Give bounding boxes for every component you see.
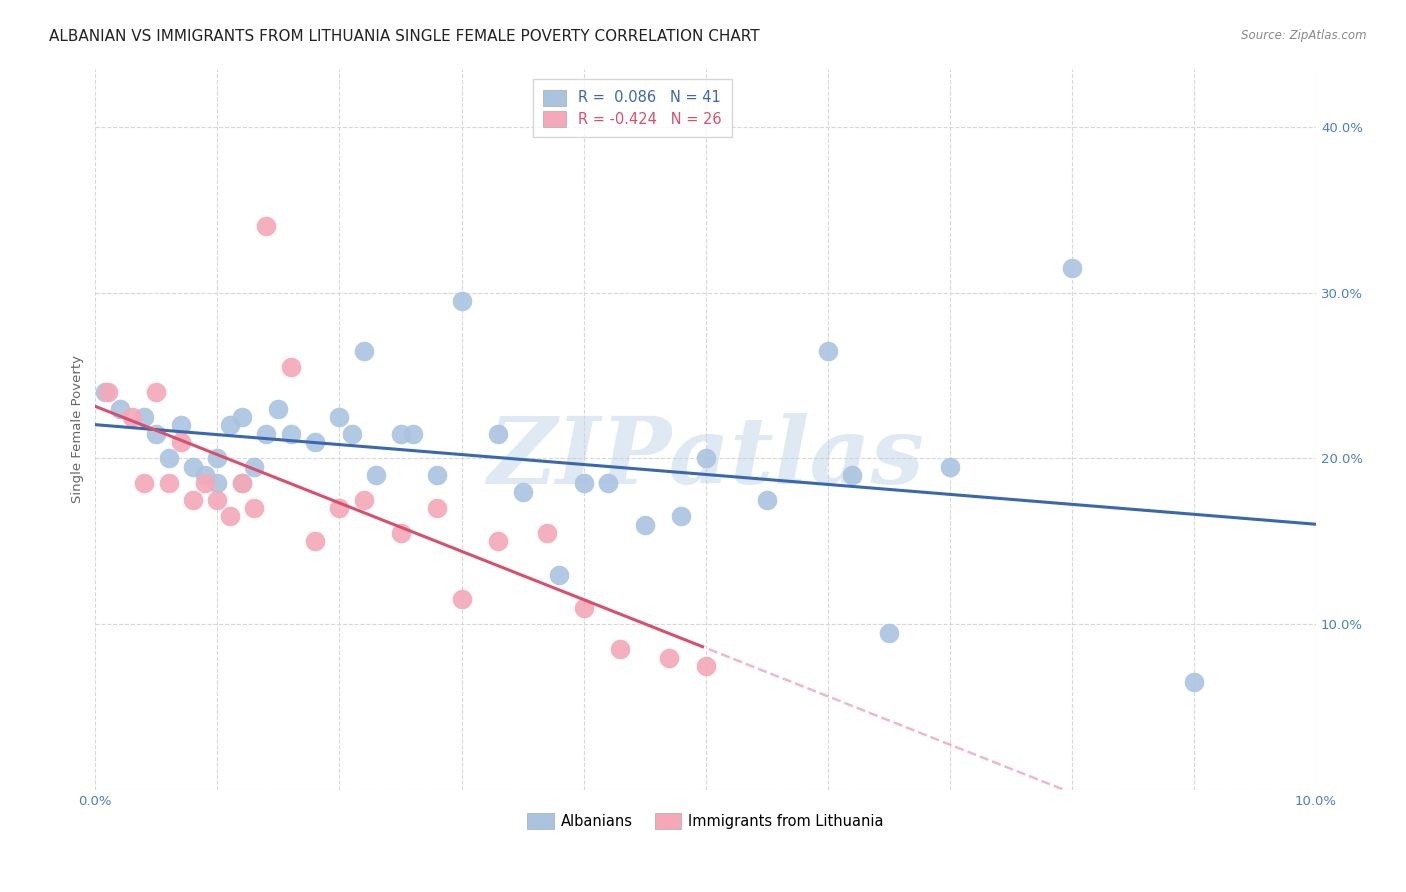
- Point: [328, 409, 350, 424]
- Point: [254, 426, 277, 441]
- Point: [841, 468, 863, 483]
- Point: [548, 567, 571, 582]
- Point: [450, 293, 472, 308]
- Point: [755, 492, 778, 507]
- Point: [121, 409, 143, 424]
- Point: [389, 426, 412, 441]
- Point: [254, 219, 277, 234]
- Point: [304, 534, 326, 549]
- Point: [96, 385, 118, 400]
- Text: ALBANIAN VS IMMIGRANTS FROM LITHUANIA SINGLE FEMALE POVERTY CORRELATION CHART: ALBANIAN VS IMMIGRANTS FROM LITHUANIA SI…: [49, 29, 759, 44]
- Point: [231, 409, 253, 424]
- Text: ZIPatlas: ZIPatlas: [488, 413, 924, 503]
- Point: [207, 476, 229, 491]
- Point: [486, 534, 509, 549]
- Point: [94, 385, 117, 400]
- Point: [145, 385, 167, 400]
- Point: [695, 451, 717, 466]
- Text: Source: ZipAtlas.com: Source: ZipAtlas.com: [1241, 29, 1367, 42]
- Legend: Albanians, Immigrants from Lithuania: Albanians, Immigrants from Lithuania: [522, 807, 890, 835]
- Point: [402, 426, 425, 441]
- Point: [170, 434, 193, 449]
- Point: [353, 343, 375, 358]
- Point: [671, 509, 693, 524]
- Point: [817, 343, 839, 358]
- Point: [695, 658, 717, 673]
- Point: [181, 492, 204, 507]
- Point: [243, 501, 266, 516]
- Point: [157, 476, 180, 491]
- Point: [1060, 260, 1083, 275]
- Point: [572, 476, 595, 491]
- Point: [426, 501, 449, 516]
- Point: [145, 426, 167, 441]
- Point: [939, 459, 962, 474]
- Point: [218, 418, 240, 433]
- Point: [877, 625, 900, 640]
- Point: [194, 468, 217, 483]
- Point: [536, 526, 558, 541]
- Point: [658, 650, 681, 665]
- Point: [609, 642, 631, 657]
- Point: [181, 459, 204, 474]
- Y-axis label: Single Female Poverty: Single Female Poverty: [72, 355, 84, 503]
- Point: [596, 476, 619, 491]
- Point: [280, 360, 302, 375]
- Point: [207, 492, 229, 507]
- Point: [108, 401, 131, 416]
- Point: [207, 451, 229, 466]
- Point: [194, 476, 217, 491]
- Point: [231, 476, 253, 491]
- Point: [1182, 675, 1205, 690]
- Point: [231, 476, 253, 491]
- Point: [328, 501, 350, 516]
- Point: [389, 526, 412, 541]
- Point: [280, 426, 302, 441]
- Point: [304, 434, 326, 449]
- Point: [218, 509, 240, 524]
- Point: [353, 492, 375, 507]
- Point: [572, 600, 595, 615]
- Point: [340, 426, 363, 441]
- Point: [134, 409, 156, 424]
- Point: [243, 459, 266, 474]
- Point: [634, 517, 657, 532]
- Point: [426, 468, 449, 483]
- Point: [267, 401, 290, 416]
- Point: [364, 468, 387, 483]
- Point: [134, 476, 156, 491]
- Point: [170, 418, 193, 433]
- Point: [450, 592, 472, 607]
- Point: [486, 426, 509, 441]
- Point: [512, 484, 534, 499]
- Point: [157, 451, 180, 466]
